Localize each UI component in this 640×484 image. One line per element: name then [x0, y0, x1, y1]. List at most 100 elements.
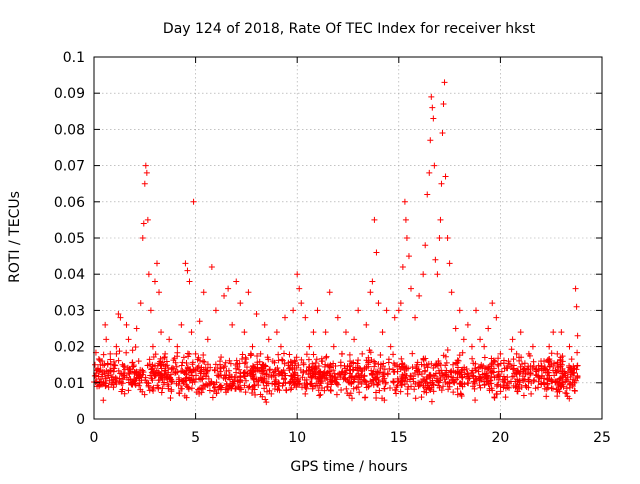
data-point [450, 389, 457, 396]
data-point [194, 364, 201, 371]
data-point [315, 369, 322, 376]
data-point [420, 382, 427, 389]
data-point [302, 390, 309, 397]
data-point [279, 382, 286, 389]
data-point [189, 359, 196, 366]
data-point [543, 393, 550, 400]
data-point [450, 374, 457, 381]
data-point [204, 336, 211, 343]
data-point [141, 391, 148, 398]
data-point [430, 364, 437, 371]
data-point [330, 343, 337, 350]
data-point [428, 93, 435, 100]
data-point [294, 271, 301, 278]
data-point [237, 300, 244, 307]
y-tick-label: 0.04 [54, 267, 85, 283]
data-point [528, 390, 535, 397]
data-point [481, 365, 488, 372]
data-point [545, 359, 552, 366]
data-point [113, 350, 120, 357]
data-point [401, 367, 408, 374]
data-point [164, 362, 171, 369]
data-point [522, 382, 529, 389]
data-point [355, 357, 362, 364]
data-point [254, 353, 261, 360]
data-point [369, 377, 376, 384]
y-tick-label: 0 [76, 412, 85, 428]
data-point [469, 355, 476, 362]
data-point [154, 362, 161, 369]
data-point [546, 357, 553, 364]
data-point [220, 364, 227, 371]
data-point [287, 386, 294, 393]
data-point [422, 242, 429, 249]
data-point [118, 388, 125, 395]
data-point [207, 364, 214, 371]
data-point [243, 356, 250, 363]
data-point [351, 376, 358, 383]
data-point [230, 381, 237, 388]
data-point [434, 375, 441, 382]
data-point [136, 371, 143, 378]
data-point [141, 180, 148, 187]
data-point [216, 383, 223, 390]
data-point [503, 382, 510, 389]
data-point [234, 378, 241, 385]
data-point [322, 361, 329, 368]
data-point [361, 372, 368, 379]
data-point [293, 354, 300, 361]
data-point [521, 365, 528, 372]
data-point [532, 371, 539, 378]
data-point [286, 365, 293, 372]
data-point [263, 399, 270, 406]
data-point [266, 367, 273, 374]
data-point [558, 329, 565, 336]
data-point [459, 380, 466, 387]
data-point [155, 369, 162, 376]
data-point [538, 375, 545, 382]
data-point [125, 387, 132, 394]
data-point [101, 368, 108, 375]
data-point [334, 314, 341, 321]
data-point [375, 300, 382, 307]
data-point [464, 371, 471, 378]
data-point [156, 377, 163, 384]
data-point [204, 367, 211, 374]
data-point [495, 372, 502, 379]
data-point [306, 343, 313, 350]
data-point [129, 381, 136, 388]
data-point [216, 383, 223, 390]
data-point [464, 321, 471, 328]
data-point [397, 388, 404, 395]
data-point [169, 378, 176, 385]
data-point [420, 355, 427, 362]
data-point [268, 390, 275, 397]
x-tick-label: 5 [191, 430, 200, 446]
data-point [236, 386, 243, 393]
data-point [327, 376, 334, 383]
data-point [242, 369, 249, 376]
data-point [485, 325, 492, 332]
data-point [221, 363, 228, 370]
x-tick-label: 25 [593, 430, 611, 446]
data-point [290, 307, 297, 314]
data-point [150, 387, 157, 394]
data-point [208, 379, 215, 386]
data-point [379, 329, 386, 336]
data-point [127, 368, 134, 375]
data-point [203, 372, 210, 379]
data-point [104, 360, 111, 367]
data-point [569, 379, 576, 386]
data-point [161, 354, 168, 361]
data-point [279, 369, 286, 376]
data-point [305, 356, 312, 363]
data-point [494, 390, 501, 397]
data-point [276, 387, 283, 394]
data-point [543, 366, 550, 373]
data-point [126, 365, 133, 372]
data-point [126, 371, 133, 378]
data-point [263, 378, 270, 385]
data-point [428, 384, 435, 391]
data-point [508, 346, 515, 353]
